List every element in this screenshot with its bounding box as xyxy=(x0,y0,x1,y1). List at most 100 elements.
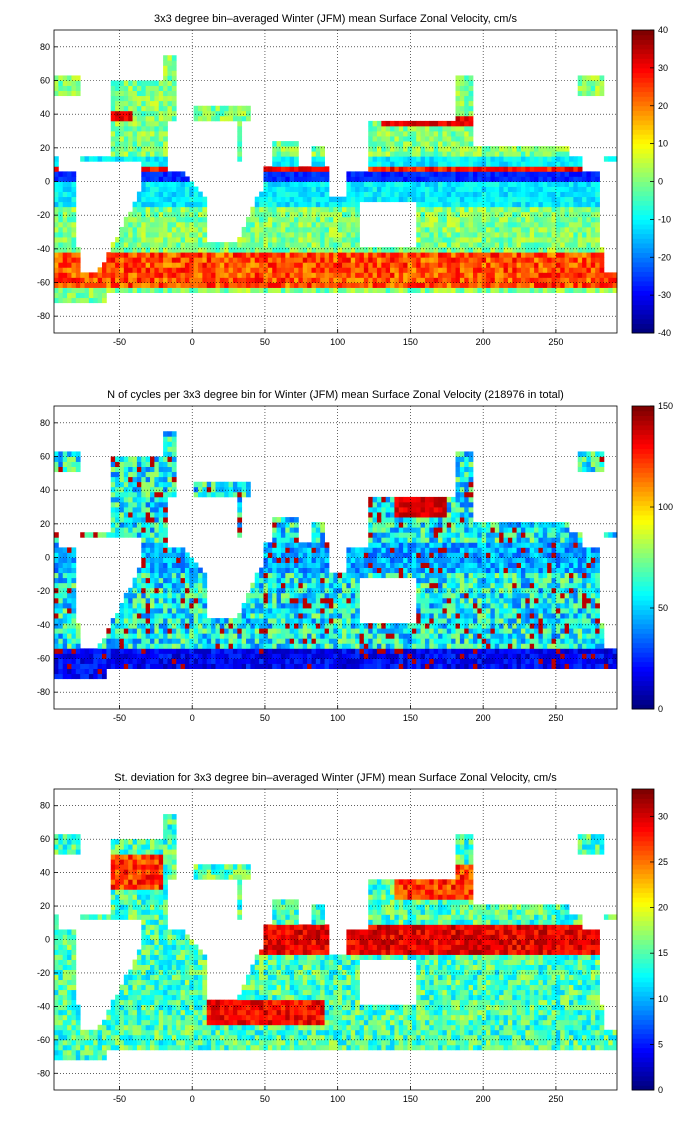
heatmap-cell xyxy=(294,613,299,619)
heatmap-cell xyxy=(311,577,317,584)
heatmap-cell xyxy=(333,232,339,238)
heatmap-cell xyxy=(75,623,81,629)
heatmap-cell xyxy=(446,226,452,233)
heatmap-cell xyxy=(211,628,216,634)
heatmap-cell xyxy=(568,272,574,278)
heatmap-cell xyxy=(381,120,387,127)
heatmap-cell xyxy=(54,211,59,218)
heatmap-cell xyxy=(390,257,395,263)
heatmap-cell xyxy=(272,161,277,167)
heatmap-cell xyxy=(525,161,531,167)
heatmap-cell xyxy=(280,156,286,162)
heatmap-cell xyxy=(211,658,216,664)
heatmap-cell xyxy=(424,151,430,157)
heatmap-cell xyxy=(507,181,513,187)
heatmap-cell xyxy=(180,206,186,213)
heatmap-cell xyxy=(294,176,299,182)
heatmap-cell xyxy=(263,282,269,288)
heatmap-cell xyxy=(568,206,574,213)
heatmap-cell xyxy=(595,211,600,218)
colorbar-swatch xyxy=(632,53,654,59)
heatmap-cell xyxy=(110,95,116,102)
heatmap-cell xyxy=(176,577,181,584)
heatmap-cell xyxy=(490,282,496,288)
heatmap-cell xyxy=(451,232,456,238)
heatmap-cell xyxy=(110,120,116,127)
heatmap-cell xyxy=(102,673,107,680)
heatmap-cell xyxy=(141,206,147,213)
heatmap-cell xyxy=(289,643,295,649)
heatmap-cell xyxy=(481,161,487,167)
heatmap-cell xyxy=(311,176,317,182)
heatmap-cell xyxy=(538,247,544,253)
heatmap-cell xyxy=(219,252,225,258)
heatmap-cell xyxy=(202,252,208,258)
heatmap-cell xyxy=(71,262,77,268)
heatmap-cell xyxy=(54,582,59,589)
heatmap-cell xyxy=(564,216,570,223)
heatmap-cell xyxy=(180,663,186,669)
heatmap-cell xyxy=(259,582,264,589)
heatmap-cell xyxy=(298,181,304,187)
heatmap-cell xyxy=(145,643,151,649)
heatmap-cell xyxy=(555,221,561,228)
heatmap-cell xyxy=(163,105,168,112)
heatmap-cell xyxy=(320,232,325,238)
heatmap-cell xyxy=(141,507,147,513)
heatmap-cell xyxy=(58,552,64,558)
heatmap-cell xyxy=(568,267,574,273)
heatmap-cell xyxy=(547,156,552,162)
heatmap-cell xyxy=(298,577,304,584)
heatmap-cell xyxy=(272,602,277,609)
heatmap-cell xyxy=(128,257,133,263)
heatmap-cell xyxy=(586,181,592,187)
heatmap-cell xyxy=(167,237,173,243)
heatmap-cell xyxy=(599,85,605,91)
heatmap-cell xyxy=(424,262,430,268)
heatmap-cell xyxy=(62,257,68,263)
heatmap-cell xyxy=(276,211,282,218)
heatmap-cell xyxy=(224,658,229,664)
heatmap-cell xyxy=(54,282,59,288)
heatmap-cell xyxy=(442,181,448,187)
heatmap-cell xyxy=(442,287,448,293)
heatmap-cell xyxy=(307,257,312,263)
heatmap-cell xyxy=(490,196,496,203)
heatmap-cell xyxy=(280,532,286,538)
heatmap-cell xyxy=(171,211,177,218)
heatmap-cell xyxy=(224,262,229,268)
heatmap-cell xyxy=(189,648,195,654)
heatmap-cell xyxy=(154,537,160,543)
heatmap-cell xyxy=(75,277,81,283)
heatmap-cell xyxy=(468,252,474,258)
heatmap-cell xyxy=(442,211,448,218)
heatmap-cell xyxy=(250,247,256,253)
heatmap-cell xyxy=(54,257,59,263)
heatmap-cell xyxy=(590,216,596,223)
heatmap-cell xyxy=(534,282,539,288)
heatmap-cell xyxy=(568,262,574,268)
heatmap-cell xyxy=(193,597,199,604)
heatmap-cell xyxy=(54,252,59,258)
heatmap-cell xyxy=(171,95,177,102)
heatmap-cell xyxy=(158,567,164,574)
heatmap-cell xyxy=(464,105,470,112)
heatmap-cell xyxy=(58,191,64,198)
heatmap-cell xyxy=(163,552,168,558)
heatmap-cell xyxy=(167,441,173,447)
heatmap-cell xyxy=(93,282,99,288)
heatmap-cell xyxy=(407,262,413,268)
heatmap-cell xyxy=(189,252,195,258)
heatmap-cell xyxy=(158,100,164,107)
heatmap-cell xyxy=(163,592,168,599)
heatmap-cell xyxy=(123,466,129,473)
colorbar-swatch xyxy=(632,295,654,301)
heatmap-cell xyxy=(403,151,408,157)
y-tick-label: 40 xyxy=(40,109,50,119)
heatmap-cell xyxy=(529,272,535,278)
heatmap-cell xyxy=(429,125,435,132)
heatmap-cell xyxy=(115,466,120,473)
heatmap-cell xyxy=(150,80,155,86)
heatmap-cell xyxy=(564,176,570,182)
heatmap-cell xyxy=(71,658,77,664)
